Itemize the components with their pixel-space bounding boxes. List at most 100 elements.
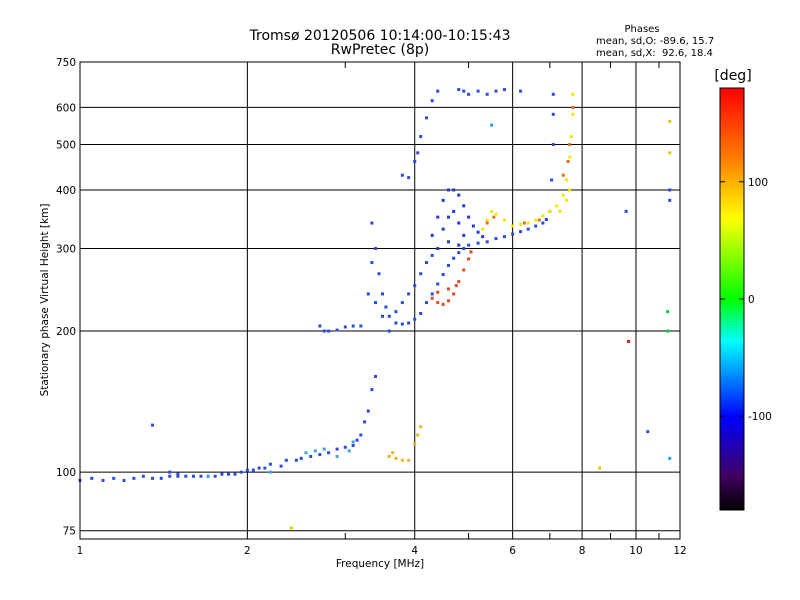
data-point <box>387 314 391 318</box>
data-point <box>370 221 374 225</box>
data-point <box>568 143 572 147</box>
colorbar-tick-label: 0 <box>748 294 755 306</box>
data-point <box>436 215 440 219</box>
data-point <box>394 310 398 314</box>
data-point <box>471 224 475 228</box>
stats-o-line: mean, sd,O: -89.6, 15.7 <box>596 36 714 47</box>
data-point <box>551 92 555 96</box>
data-point <box>454 284 458 288</box>
data-point <box>168 470 172 474</box>
data-point <box>430 253 434 257</box>
data-point <box>666 329 670 333</box>
data-point <box>568 188 572 192</box>
y-tick-labels: 75 100 200 300 400 500 600 750 <box>56 57 76 538</box>
data-point <box>150 476 154 480</box>
data-point <box>550 178 554 182</box>
x-tick-label: 12 <box>673 545 686 557</box>
data-point <box>502 235 506 239</box>
data-point <box>490 123 494 127</box>
data-point <box>436 282 440 286</box>
stats-heading: Phases <box>624 24 659 35</box>
data-point <box>400 173 404 177</box>
data-point <box>159 476 163 480</box>
data-point <box>481 227 485 231</box>
data-point <box>384 305 388 309</box>
data-point <box>541 221 545 225</box>
data-point <box>441 302 445 306</box>
data-point <box>233 472 237 476</box>
data-point <box>668 456 672 460</box>
data-point <box>394 456 398 460</box>
data-point <box>257 466 261 470</box>
data-point <box>519 230 523 234</box>
data-point <box>441 198 445 202</box>
data-point <box>666 310 670 314</box>
data-point <box>407 292 411 296</box>
data-point <box>571 112 575 116</box>
data-point <box>220 472 224 476</box>
data-point <box>485 240 489 244</box>
data-point <box>492 215 496 219</box>
data-point <box>425 116 429 120</box>
data-point <box>309 454 313 458</box>
y-tick-label: 600 <box>56 102 76 114</box>
data-point <box>436 247 440 251</box>
grid-lines <box>80 62 680 539</box>
data-point <box>343 325 347 329</box>
data-point <box>419 312 423 316</box>
data-point <box>122 478 126 482</box>
data-point <box>377 272 381 276</box>
data-point <box>668 198 672 202</box>
data-point <box>462 89 466 93</box>
data-point <box>598 466 602 470</box>
data-point <box>485 92 489 96</box>
data-point <box>541 214 545 218</box>
data-point <box>370 388 374 392</box>
data-point <box>351 324 355 328</box>
data-point <box>318 324 322 328</box>
data-point <box>425 301 429 305</box>
data-point <box>534 218 538 222</box>
data-point <box>457 193 461 197</box>
data-point <box>668 119 672 123</box>
data-point <box>363 420 367 424</box>
data-point <box>561 173 565 177</box>
data-point <box>476 89 480 93</box>
data-point <box>462 268 466 272</box>
colorbar-tick-label: -100 <box>748 411 772 423</box>
data-point <box>373 301 377 305</box>
data-point <box>289 526 293 530</box>
data-point <box>366 409 370 413</box>
data-point <box>568 155 572 159</box>
x-tick-label: 6 <box>509 545 516 557</box>
data-point <box>347 449 351 453</box>
data-point <box>436 89 440 93</box>
data-point <box>462 204 466 208</box>
data-point <box>299 456 303 460</box>
data-point <box>457 221 461 225</box>
data-point <box>394 321 398 325</box>
data-point <box>366 292 370 296</box>
data-point <box>413 160 417 164</box>
data-point <box>387 454 391 458</box>
data-point <box>425 261 429 265</box>
data-point <box>141 474 145 478</box>
data-point <box>263 466 267 470</box>
data-point <box>457 251 461 255</box>
data-point <box>457 280 461 284</box>
data-point <box>534 224 538 228</box>
data-point <box>101 478 105 482</box>
data-point <box>400 458 404 462</box>
data-point <box>522 221 526 225</box>
data-point <box>476 241 480 245</box>
x-tick-label: 10 <box>629 545 642 557</box>
x-tick-label: 1 <box>77 545 84 557</box>
data-point <box>355 438 359 442</box>
data-point <box>370 261 374 265</box>
x-tick-label: 8 <box>579 545 586 557</box>
data-point <box>239 470 243 474</box>
data-point <box>502 218 506 222</box>
data-point <box>90 476 94 480</box>
colorbar-ticks: 100 0 -100 <box>720 177 772 423</box>
data-point <box>627 339 631 343</box>
